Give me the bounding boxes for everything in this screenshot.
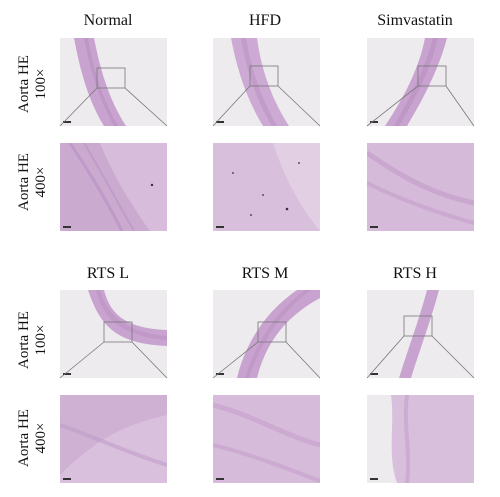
row-label-400x-top: Aorta HE 400× bbox=[16, 142, 50, 222]
scale-bar bbox=[216, 121, 224, 123]
row-label-line1: Aorta HE bbox=[16, 55, 32, 113]
column-title-hfd: HFD bbox=[248, 12, 281, 29]
scale-bar bbox=[63, 478, 71, 480]
micrograph-rts-m-100x bbox=[213, 290, 320, 378]
micrograph-normal-400x bbox=[60, 143, 167, 231]
row-label-100x-bottom: Aorta HE 100× bbox=[16, 300, 50, 380]
column-title-simvastatin: Simvastatin bbox=[377, 12, 453, 29]
micrograph-rts-h-100x bbox=[367, 290, 474, 378]
row-label-100x-top: Aorta HE 100× bbox=[16, 44, 50, 124]
micrograph-simvastatin-100x bbox=[367, 38, 474, 126]
micrograph-rts-l-400x bbox=[60, 395, 167, 483]
micrograph-rts-h-400x bbox=[367, 395, 474, 483]
row-label-line2: 400× bbox=[33, 166, 49, 198]
scale-bar bbox=[370, 226, 378, 228]
scale-bar bbox=[370, 121, 378, 123]
micrograph-hfd-400x bbox=[213, 143, 320, 231]
scale-bar bbox=[63, 226, 71, 228]
scale-bar bbox=[370, 478, 378, 480]
row-label-line1: Aorta HE bbox=[16, 409, 32, 467]
scale-bar bbox=[216, 373, 224, 375]
row-label-400x-bottom: Aorta HE 400× bbox=[16, 398, 50, 478]
row-label-line1: Aorta HE bbox=[16, 153, 32, 211]
scale-bar bbox=[63, 121, 71, 123]
column-title-rts-m: RTS M bbox=[241, 265, 289, 282]
row-label-line1: Aorta HE bbox=[16, 311, 32, 369]
scale-bar bbox=[63, 373, 71, 375]
column-title-normal: Normal bbox=[83, 12, 133, 29]
micrograph-hfd-100x bbox=[213, 38, 320, 126]
column-title-rts-l: RTS L bbox=[86, 265, 130, 282]
scale-bar bbox=[370, 373, 378, 375]
row-label-line2: 400× bbox=[33, 422, 49, 454]
row-label-line2: 100× bbox=[33, 324, 49, 356]
column-title-rts-h: RTS H bbox=[393, 265, 437, 282]
micrograph-rts-m-400x bbox=[213, 395, 320, 483]
scale-bar bbox=[216, 226, 224, 228]
row-label-line2: 100× bbox=[33, 68, 49, 100]
micrograph-normal-100x bbox=[60, 38, 167, 126]
micrograph-rts-l-100x bbox=[60, 290, 167, 378]
micrograph-simvastatin-400x bbox=[367, 143, 474, 231]
scale-bar bbox=[216, 478, 224, 480]
